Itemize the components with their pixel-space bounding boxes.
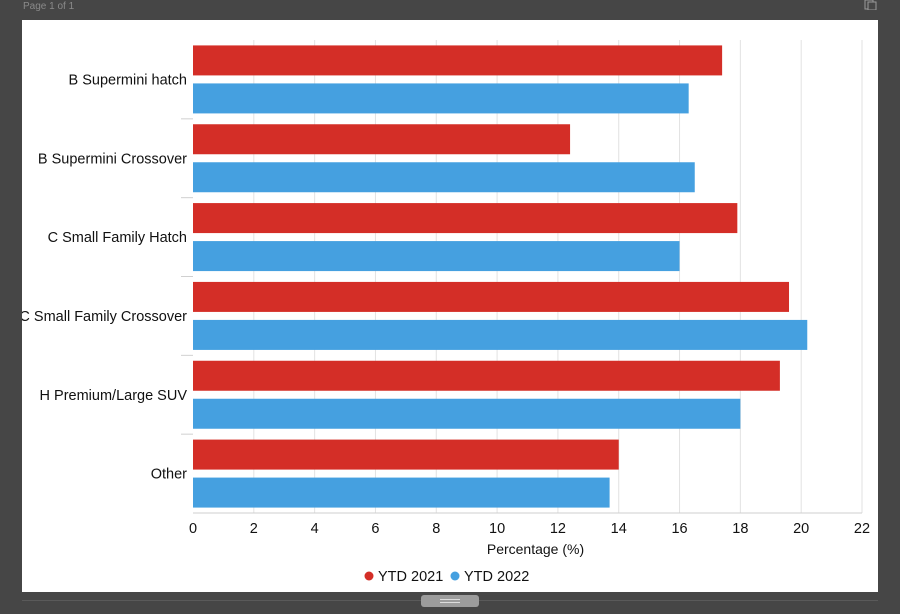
x-tick-label: 14 [611, 521, 627, 537]
x-tick-label: 16 [671, 521, 687, 537]
x-tick-label: 10 [489, 521, 505, 537]
legend-label[interactable]: YTD 2022 [464, 569, 529, 585]
grip-line [440, 602, 460, 603]
category-label: B Supermini hatch [69, 72, 187, 88]
drag-handle-icon[interactable] [421, 595, 479, 607]
bar[interactable] [193, 281, 790, 312]
x-tick-label: 22 [854, 521, 870, 537]
legend-label[interactable]: YTD 2021 [378, 569, 443, 585]
bar[interactable] [193, 477, 610, 508]
bar[interactable] [193, 162, 695, 193]
bar[interactable] [193, 83, 689, 114]
category-label: C Small Family Hatch [48, 230, 187, 246]
bar[interactable] [193, 319, 808, 350]
legend-marker[interactable] [364, 571, 374, 581]
bar[interactable] [193, 241, 680, 272]
x-tick-label: 8 [432, 521, 440, 537]
category-label: C Small Family Crossover [22, 309, 187, 325]
x-tick-label: 4 [311, 521, 319, 537]
legend-marker[interactable] [450, 571, 460, 581]
copy-icon[interactable] [864, 0, 878, 10]
page-indicator: Page 1 of 1 [23, 1, 75, 12]
category-label: Other [151, 467, 187, 483]
bar[interactable] [193, 45, 723, 76]
grip-line [440, 599, 460, 600]
category-label: B Supermini Crossover [38, 151, 187, 167]
x-tick-label: 2 [250, 521, 258, 537]
viewer-bottom-bar [0, 592, 900, 614]
viewer-top-bar: Page 1 of 1 [0, 0, 900, 20]
x-axis-title: Percentage (%) [487, 541, 584, 557]
horizontal-bar-chart: B Supermini hatch B Supermini Crossover C … [22, 40, 870, 585]
chart-canvas: B Supermini hatch B Supermini Crossover C … [22, 20, 878, 592]
x-tick-label: 0 [189, 521, 197, 537]
x-tick-label: 12 [550, 521, 566, 537]
bar[interactable] [193, 203, 738, 234]
bar[interactable] [193, 124, 571, 155]
bar[interactable] [193, 360, 780, 391]
x-tick-label: 20 [793, 521, 809, 537]
bar[interactable] [193, 398, 741, 429]
x-tick-label: 6 [371, 521, 379, 537]
bar[interactable] [193, 439, 619, 470]
category-label: H Premium/Large SUV [40, 388, 188, 404]
x-tick-label: 18 [732, 521, 748, 537]
